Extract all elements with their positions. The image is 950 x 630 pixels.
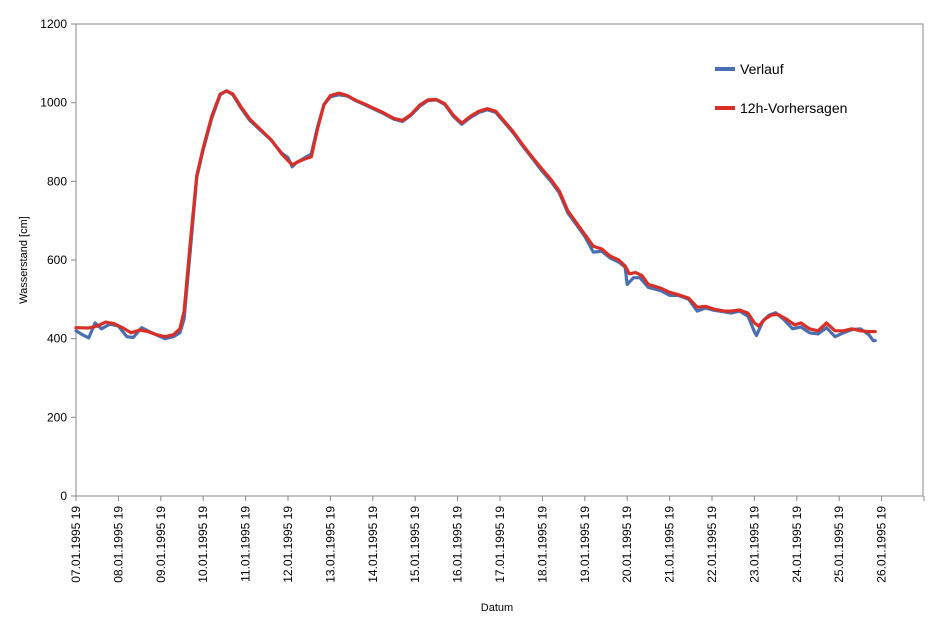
x-tick-label: 10.01.1995 19 [196,506,210,583]
x-tick-label: 24.01.1995 19 [790,506,804,583]
x-tick-label: 16.01.1995 19 [451,506,465,583]
x-tick-label: 25.01.1995 19 [832,506,846,583]
y-tick-label: 0 [60,489,67,503]
x-tick-label: 17.01.1995 19 [493,506,507,583]
series-layer [74,89,877,343]
plot-frame [75,23,924,497]
legend-label-vorhersagen: 12h-Vorhersagen [740,100,847,116]
x-tick-label: 13.01.1995 19 [323,506,337,583]
x-axis-title: Datum [481,602,513,614]
y-tick-label: 200 [47,410,67,424]
legend-label-verlauf: Verlauf [740,61,784,77]
x-tick-label: 22.01.1995 19 [705,506,719,583]
x-tick-label: 19.01.1995 19 [578,506,592,583]
y-axis: 0 200 400 600 800 1000 1200 [40,17,76,503]
y-tick-label: 400 [47,332,67,346]
series-line-vorhersagen [74,89,877,339]
x-tick-label: 26.01.1995 19 [875,506,889,583]
y-axis-title: Wasserstand [cm] [18,216,30,304]
x-tick-label: 15.01.1995 19 [408,506,422,583]
x-tick-label: 11.01.1995 19 [239,506,253,582]
legend: Verlauf 12h-Vorhersagen [715,61,847,116]
y-tick-label: 600 [47,253,67,267]
x-tick-label: 12.01.1995 19 [281,506,295,583]
x-tick-label: 07.01.1995 19 [69,506,83,583]
x-tick-label: 18.01.1995 19 [535,506,549,583]
x-tick-label: 20.01.1995 19 [620,506,634,583]
x-tick-label: 23.01.1995 19 [747,506,761,583]
x-tick-label: 09.01.1995 19 [154,506,168,583]
x-tick-label: 08.01.1995 19 [111,506,125,583]
y-tick-label: 1200 [40,17,67,31]
x-axis: 07.01.1995 19 08.01.1995 19 09.01.1995 19 1… [69,496,925,583]
y-tick-label: 1000 [40,96,67,110]
y-tick-label: 800 [47,174,67,188]
x-tick-label: 14.01.1995 19 [366,506,380,583]
x-tick-label: 21.01.1995 19 [663,506,677,583]
